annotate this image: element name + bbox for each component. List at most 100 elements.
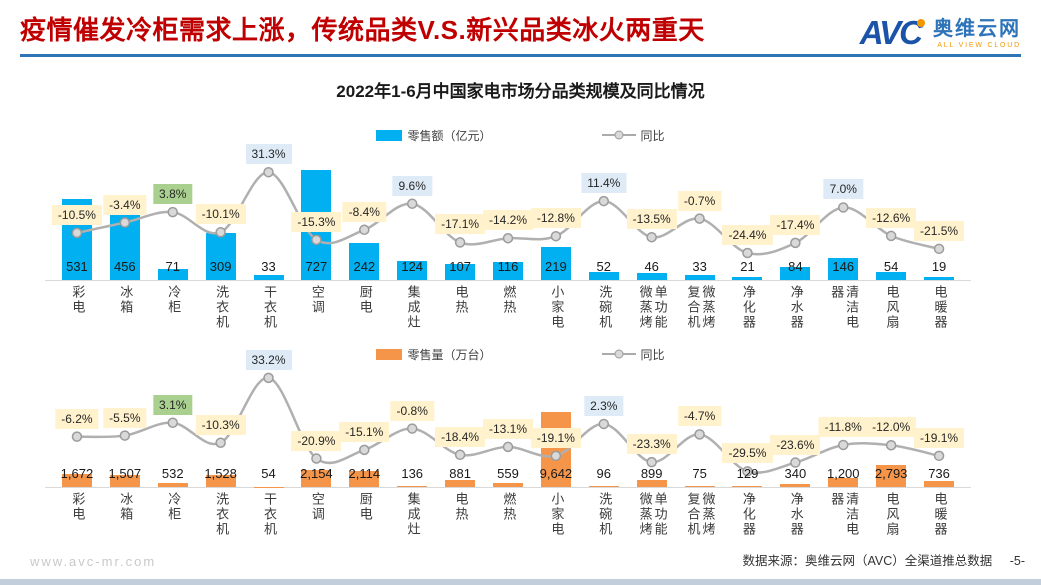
- category-label: 冰箱: [118, 492, 134, 522]
- yoy-marker: [694, 213, 705, 224]
- category-label: 净化器: [740, 492, 756, 537]
- data-source-text: 数据来源：奥维云网（AVC）全渠道推总数据: [742, 554, 993, 568]
- bar-集成灶: [397, 485, 428, 487]
- category-label: 微蒸烤复合机: [685, 285, 716, 330]
- value-label: 1,507: [108, 466, 142, 481]
- legend-line-swatch: [601, 349, 636, 359]
- legend: 零售量（万台） 同比: [0, 345, 1041, 363]
- yoy-label: 9.6%: [392, 175, 432, 196]
- category-label: 厨电: [357, 285, 373, 315]
- avc-logo-dot-icon: [917, 19, 925, 27]
- bar-洗衣机: [205, 475, 236, 487]
- category-label: 单功能微蒸烤: [637, 285, 668, 330]
- bar-清洁电器: [828, 257, 859, 280]
- value-label: 559: [497, 466, 519, 481]
- category-label: 净水器: [788, 492, 804, 537]
- category-label: 电风扇: [884, 285, 900, 330]
- header: 疫情催发冷柜需求上涨，传统品类V.S.新兴品类冰火两重天 AVC 奥维云网 AL…: [0, 0, 1041, 49]
- yoy-label: 31.3%: [245, 144, 292, 165]
- value-label: 71: [165, 259, 180, 274]
- legend-line-label: 同比: [640, 128, 665, 143]
- yoy-marker: [119, 430, 131, 441]
- yoy-marker: [742, 466, 753, 477]
- bar-厨电: [349, 470, 380, 487]
- category-label: 单功能微蒸烤: [637, 492, 668, 537]
- yoy-marker: [742, 247, 753, 259]
- yoy-marker: [215, 437, 226, 448]
- bar-洗衣机: [205, 233, 236, 280]
- yoy-label: -11.8%: [818, 416, 868, 437]
- bar-单功能微蒸烤: [636, 273, 667, 280]
- yoy-marker: [502, 441, 514, 453]
- value-label: 1,200: [826, 466, 860, 481]
- category-label: 燃热: [501, 285, 517, 315]
- legend-line-label: 同比: [640, 347, 665, 362]
- yoy-label: -14.2%: [482, 210, 534, 231]
- yoy-marker: [790, 237, 801, 249]
- yoy-label: -12.8%: [530, 208, 581, 229]
- category-label: 微蒸烤复合机: [685, 492, 716, 537]
- bar-净水器: [780, 267, 811, 280]
- bar-小家电: [540, 246, 571, 280]
- yoy-marker: [838, 439, 849, 451]
- yoy-marker: [263, 166, 274, 178]
- value-label: 531: [66, 259, 88, 274]
- category-label: 电暖器: [932, 285, 948, 330]
- category-label: 电风扇: [884, 492, 900, 537]
- bar-燃热: [493, 262, 523, 280]
- bar-微蒸烤复合机: [684, 275, 715, 280]
- category-label: 冰箱: [118, 285, 134, 315]
- category-label: 电热: [453, 492, 469, 522]
- value-label: 52: [596, 259, 612, 274]
- yoy-label: -20.9%: [291, 430, 342, 451]
- category-label: 集成灶: [405, 492, 421, 537]
- yoy-marker: [311, 453, 322, 464]
- legend-line-swatch: [601, 130, 636, 140]
- bar-电热: [445, 480, 476, 487]
- chart-title: 2022年1-6月中国家电市场分品类规模及同比情况: [336, 82, 705, 101]
- yoy-marker: [119, 217, 131, 228]
- bar-净水器: [780, 484, 811, 487]
- yoy-label: -19.1%: [914, 427, 965, 448]
- bar-电暖器: [924, 277, 955, 280]
- yoy-label: -13.1%: [482, 418, 534, 439]
- value-label: 219: [545, 259, 567, 274]
- category-label: 清洁电器: [829, 285, 860, 330]
- category-label: 燃热: [501, 492, 517, 522]
- value-label: 456: [113, 259, 136, 274]
- yoy-label: -13.5%: [626, 209, 677, 230]
- bar-冷柜: [157, 482, 188, 487]
- yoy-label: -0.8%: [390, 400, 434, 421]
- yoy-label: -12.0%: [866, 417, 917, 438]
- plot-area: 531 -10.5% 456 -3.4% 71 3.8% 309 -10.1% 33 31.3% 7…: [45, 144, 971, 281]
- yoy-marker: [406, 423, 418, 434]
- bar-干衣机: [253, 275, 284, 280]
- yoy-label: -8.4%: [342, 201, 386, 222]
- yoy-line: [71, 166, 945, 259]
- yoy-label: -0.7%: [677, 190, 722, 211]
- legend-bar-label: 零售量（万台）: [407, 347, 492, 362]
- bar-冷柜: [157, 269, 188, 280]
- category-label: 洗衣机: [214, 285, 230, 330]
- bar-电风扇: [876, 271, 907, 280]
- value-label: 124: [401, 259, 424, 274]
- value-label: 1,672: [60, 466, 94, 481]
- value-label: 75: [692, 466, 707, 481]
- yoy-marker: [454, 237, 466, 248]
- bar-洗碗机: [588, 272, 619, 280]
- yoy-marker: [550, 450, 562, 462]
- yoy-line: [71, 372, 945, 477]
- yoy-label: -29.5%: [722, 443, 773, 464]
- category-label: 清洁电器: [829, 492, 860, 537]
- category-axis: 彩电 冰箱 冷柜 洗衣机 干衣机 空调 厨电 集成灶 电热 燃热 小家电 洗碗机 单功能微蒸烤 微蒸烤复合…: [53, 285, 963, 339]
- yoy-marker: [933, 243, 945, 255]
- bar-电热: [445, 263, 476, 280]
- footer-source: 数据来源：奥维云网（AVC）全渠道推总数据 -5-: [742, 550, 1025, 569]
- bar-微蒸烤复合机: [684, 486, 715, 487]
- x-axis-line: [45, 487, 971, 488]
- yoy-label: -19.1%: [530, 427, 581, 448]
- page-title: 疫情催发冷柜需求上涨，传统品类V.S.新兴品类冰火两重天: [20, 15, 705, 45]
- yoy-marker: [933, 450, 945, 462]
- category-label: 净化器: [740, 285, 756, 330]
